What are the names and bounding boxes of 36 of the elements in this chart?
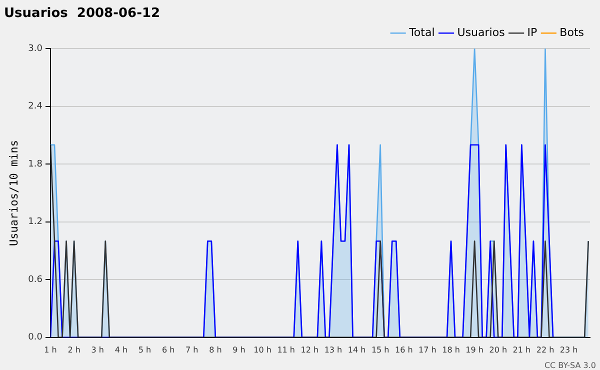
y-axis-title: Usuarios/10 mins bbox=[7, 140, 20, 246]
y-tick-label: 1.2 bbox=[28, 217, 43, 228]
x-tick-label: 21 h bbox=[512, 345, 531, 354]
x-tick-label: 7 h bbox=[186, 345, 198, 354]
y-tick-label: 1.8 bbox=[28, 159, 43, 170]
y-tick-label: 0.0 bbox=[28, 332, 43, 343]
x-tick-label: 12 h bbox=[300, 345, 319, 354]
x-tick-label: 8 h bbox=[209, 345, 222, 354]
x-tick-label: 10 h bbox=[254, 345, 272, 354]
x-tick-label: 16 h bbox=[394, 345, 413, 354]
x-tick-label: 23 h bbox=[560, 345, 578, 354]
legend-label: IP bbox=[527, 26, 538, 39]
x-tick-label: 5 h bbox=[138, 345, 152, 354]
y-tick-label: 2.4 bbox=[28, 102, 43, 112]
x-tick-label: 2 h bbox=[68, 345, 80, 354]
legend-label: Bots bbox=[560, 26, 584, 39]
text: CC BY-SA 3.0 bbox=[544, 361, 596, 370]
x-tick-label: 15 h bbox=[371, 345, 390, 354]
legend-label: Total bbox=[408, 26, 435, 39]
chart-title: Usuarios 2008-06-12 bbox=[4, 6, 160, 22]
x-tick-label: 18 h bbox=[442, 345, 460, 354]
x-tick-label: 22 h bbox=[536, 345, 554, 354]
x-tick-label: 4 h bbox=[114, 345, 128, 354]
x-tick-label: 17 h bbox=[418, 345, 436, 354]
x-tick-label: 11 h bbox=[277, 345, 295, 354]
x-tick-label: 6 h bbox=[162, 345, 175, 354]
y-tick-label: 3.0 bbox=[28, 44, 43, 54]
x-tick-label: 9 h bbox=[232, 345, 246, 354]
x-tick-label: 20 h bbox=[489, 345, 508, 354]
x-tick-label: 1 h bbox=[44, 345, 57, 354]
x-tick-label: 3 h bbox=[91, 345, 104, 354]
x-tick-label: 19 h bbox=[466, 345, 484, 354]
legend-label: Usuarios bbox=[457, 26, 506, 39]
x-tick-label: 14 h bbox=[348, 345, 366, 354]
x-tick-label: 13 h bbox=[324, 345, 342, 354]
y-tick-label: 0.6 bbox=[28, 274, 43, 285]
